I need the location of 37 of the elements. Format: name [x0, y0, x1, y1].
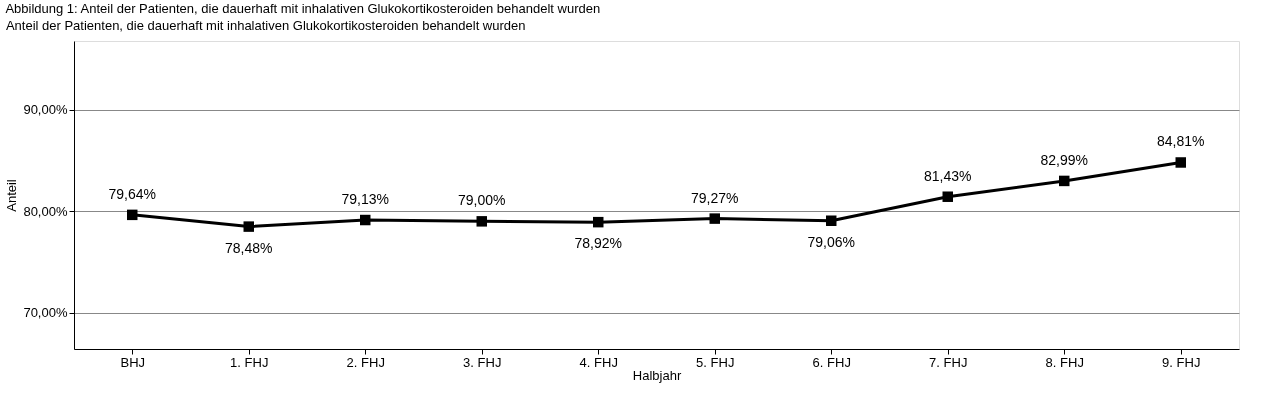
x-tick-label: 3. FHJ [463, 354, 502, 370]
x-tick-label: 9. FHJ [1162, 354, 1201, 370]
point [243, 221, 254, 232]
data-label: 84,81% [1157, 133, 1205, 150]
point [476, 216, 487, 227]
point [826, 215, 837, 226]
data-label: 79,06% [807, 233, 855, 250]
x-tick-label: 1. FHJ [230, 354, 269, 370]
data-label: 82,99% [1040, 151, 1088, 168]
x-tick-label: 6. FHJ [812, 354, 851, 370]
y-tick-label: 70,00% [23, 305, 68, 321]
point [127, 209, 138, 221]
point [593, 216, 604, 228]
data-label: 79,13% [341, 191, 389, 208]
data-label: 79,64% [108, 185, 156, 202]
x-tick-label: 8. FHJ [1045, 354, 1084, 370]
point [942, 191, 953, 202]
x-tick-label: 4. FHJ [579, 354, 618, 370]
y-axis-title: Anteil [4, 179, 20, 212]
chart-subtitle: Anteil der Patienten, die dauerhaft mit inhalativen Glukokortikosteroiden behandelt wurden [5, 18, 526, 33]
data-label: 78,92% [574, 235, 622, 252]
data-label: 79,00% [458, 192, 506, 209]
data-label: 79,27% [691, 189, 739, 206]
data-label: 78,48% [225, 239, 273, 256]
x-tick-label: BHJ [120, 354, 146, 370]
x-tick-label: 5. FHJ [696, 354, 735, 370]
point [1059, 175, 1070, 187]
x-axis-title: Halbjahr [632, 367, 682, 383]
chart-title: Abbildung 1: Anteil der Patienten, die dauerhaft mit inhalativen Glukokortikosteroiden behandelt wurden [5, 0, 601, 16]
y-tick-label: 90,00% [23, 102, 68, 118]
point [1175, 157, 1186, 168]
point [709, 213, 720, 224]
y-tick-label: 80,00% [23, 203, 68, 219]
data-label: 81,43% [924, 167, 972, 184]
x-tick-label: 7. FHJ [929, 354, 968, 370]
x-tick-label: 2. FHJ [346, 354, 385, 370]
point [360, 214, 371, 226]
